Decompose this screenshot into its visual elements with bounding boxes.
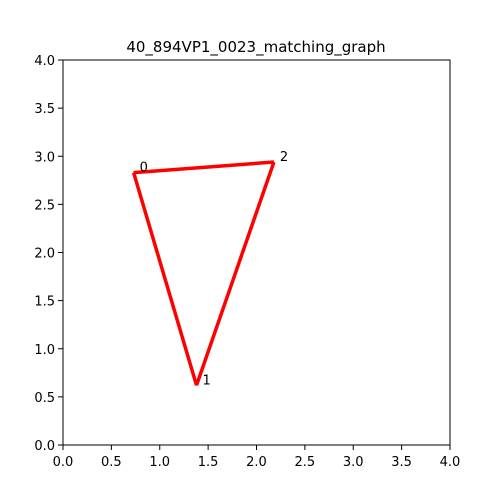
y-tick-label: 3.5 — [34, 102, 55, 117]
x-tick-label: 3.0 — [343, 455, 364, 470]
y-tick-label: 1.0 — [34, 343, 55, 358]
y-tick-label: 2.0 — [34, 247, 55, 262]
y-tick-label: 0.5 — [34, 391, 55, 406]
graph-edge — [194, 161, 276, 386]
y-axis: 0.0 0.5 1.0 1.5 2.0 2.5 3.0 3.5 4.0 — [34, 54, 63, 454]
graph-edge — [133, 160, 275, 175]
y-tick-label: 0.0 — [34, 439, 55, 454]
x-tick-label: 4.0 — [440, 455, 461, 470]
y-tick-label: 2.5 — [34, 198, 55, 213]
chart-title: 40_894VP1_0023_matching_graph — [126, 38, 385, 57]
x-tick-label: 0.5 — [101, 455, 122, 470]
x-tick-label: 2.0 — [246, 455, 267, 470]
node-label: 1 — [203, 373, 211, 388]
x-tick-label: 1.5 — [198, 455, 219, 470]
x-tick-label: 3.5 — [391, 455, 412, 470]
y-tick-label: 4.0 — [34, 54, 55, 69]
x-axis: 0.0 0.5 1.0 1.5 2.0 2.5 3.0 3.5 4.0 — [53, 445, 461, 470]
graph-edge — [131, 172, 199, 386]
node-labels: 0 1 2 — [140, 150, 289, 388]
x-tick-label: 0.0 — [53, 455, 74, 470]
node-label: 2 — [280, 150, 288, 165]
x-tick-label: 2.5 — [295, 455, 316, 470]
x-tick-label: 1.0 — [149, 455, 170, 470]
y-tick-label: 1.5 — [34, 295, 55, 310]
edges-layer — [131, 160, 276, 386]
node-label: 0 — [140, 161, 148, 176]
y-tick-label: 3.0 — [34, 150, 55, 165]
